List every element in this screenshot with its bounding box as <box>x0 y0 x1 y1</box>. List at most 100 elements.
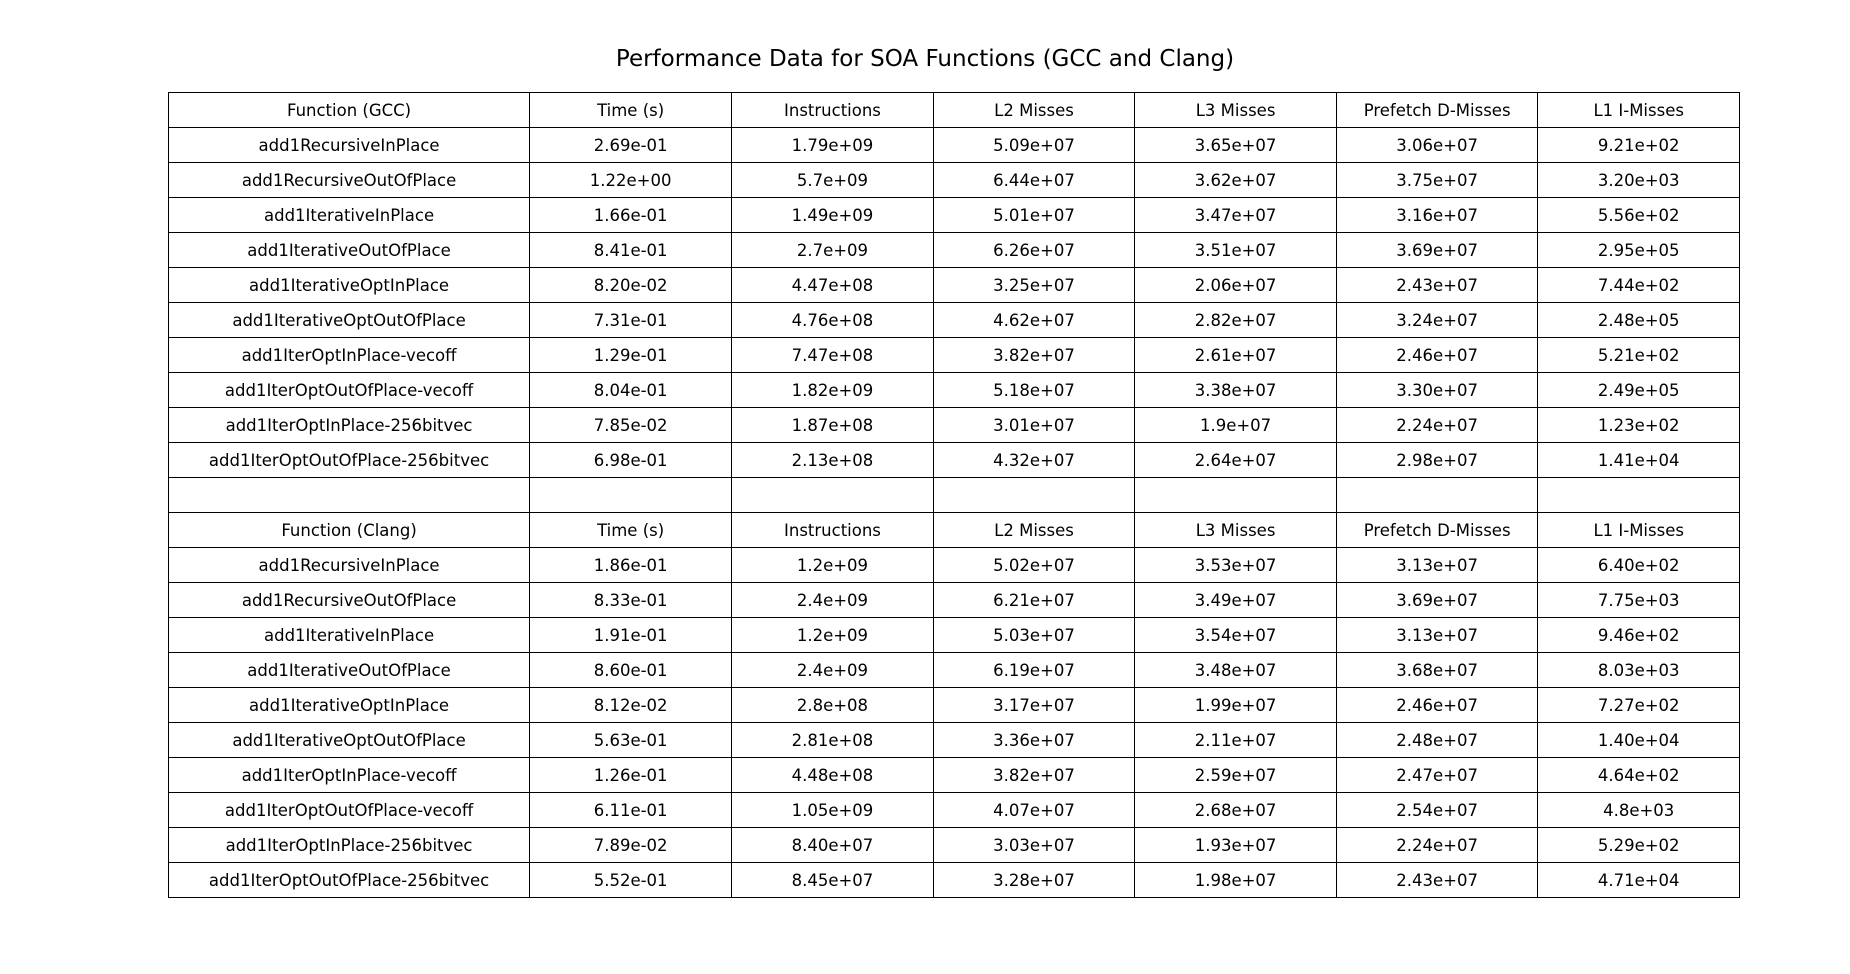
value-cell: 5.63e-01 <box>529 722 733 758</box>
value-cell: 1.98e+07 <box>1134 862 1337 898</box>
function-name-cell: add1IterativeOutOfPlace <box>167 232 531 268</box>
value-cell: 4.64e+02 <box>1537 757 1740 793</box>
value-cell: 3.49e+07 <box>1134 582 1337 618</box>
table-row: add1IterOptInPlace-vecoff 1.26e-01 4.48e+0… <box>167 757 1740 793</box>
value-cell: 1.87e+08 <box>731 407 934 443</box>
value-cell: 3.47e+07 <box>1134 197 1337 233</box>
table-row: add1IterativeOptOutOfPlace 7.31e-01 4.76e+… <box>167 302 1740 338</box>
value-cell: 4.8e+03 <box>1537 792 1740 828</box>
value-cell: 4.07e+07 <box>932 792 1136 828</box>
header-cell: Time (s) <box>529 92 733 128</box>
function-name-cell: add1IterOptInPlace-256bitvec <box>167 407 531 443</box>
value-cell: 6.98e-01 <box>529 442 733 478</box>
value-cell: 2.48e+05 <box>1537 302 1740 338</box>
value-cell: 2.43e+07 <box>1335 862 1539 898</box>
performance-table: Function (GCC) Time (s) Instructions L2 Mis… <box>167 92 1740 898</box>
value-cell: 3.06e+07 <box>1335 127 1539 163</box>
table-row: add1RecursiveInPlace 2.69e-01 1.79e+09 5.09… <box>167 127 1740 163</box>
value-cell: 2.98e+07 <box>1335 442 1539 478</box>
table-row: add1IterOptOutOfPlace-vecoff 8.04e-01 1.82… <box>167 372 1740 408</box>
value-cell: 8.45e+07 <box>731 862 934 898</box>
value-cell: 1.40e+04 <box>1537 722 1740 758</box>
table-row: add1IterativeInPlace 1.91e-01 1.2e+09 5.03e… <box>167 617 1740 653</box>
value-cell: 1.23e+02 <box>1537 407 1740 443</box>
value-cell: 5.52e-01 <box>529 862 733 898</box>
value-cell: 7.75e+03 <box>1537 582 1740 618</box>
value-cell: 3.68e+07 <box>1335 652 1539 688</box>
value-cell: 7.44e+02 <box>1537 267 1740 303</box>
function-name-cell: add1IterativeOptInPlace <box>167 687 531 723</box>
value-cell: 3.53e+07 <box>1134 547 1337 583</box>
table-row: add1IterOptInPlace-vecoff 1.29e-01 7.47e+0… <box>167 337 1740 373</box>
table-row: add1IterativeInPlace 1.66e-01 1.49e+09 5.01… <box>167 197 1740 233</box>
table-row: add1IterOptInPlace-256bitvec 7.89e-02 8.40… <box>167 827 1740 863</box>
value-cell: 4.48e+08 <box>731 757 934 793</box>
value-cell: 2.24e+07 <box>1335 827 1539 863</box>
value-cell: 3.69e+07 <box>1335 582 1539 618</box>
value-cell: 8.20e-02 <box>529 267 733 303</box>
value-cell: 1.22e+00 <box>529 162 733 198</box>
header-cell: L3 Misses <box>1134 512 1337 548</box>
header-cell: L1 I-Misses <box>1537 512 1740 548</box>
value-cell: 1.86e-01 <box>529 547 733 583</box>
function-name-cell: add1RecursiveOutOfPlace <box>167 582 531 618</box>
value-cell: 5.09e+07 <box>932 127 1136 163</box>
table-row: add1RecursiveInPlace 1.86e-01 1.2e+09 5.02e… <box>167 547 1740 583</box>
table-row: add1RecursiveOutOfPlace 1.22e+00 5.7e+09 6.… <box>167 162 1740 198</box>
value-cell: 8.33e-01 <box>529 582 733 618</box>
function-name-cell: add1IterativeOutOfPlace <box>167 652 531 688</box>
value-cell: 7.89e-02 <box>529 827 733 863</box>
value-cell: 3.16e+07 <box>1335 197 1539 233</box>
value-cell: 8.04e-01 <box>529 372 733 408</box>
empty-cell <box>932 477 1136 513</box>
value-cell: 8.03e+03 <box>1537 652 1740 688</box>
function-name-cell: add1RecursiveInPlace <box>167 127 531 163</box>
value-cell: 2.61e+07 <box>1134 337 1337 373</box>
value-cell: 3.03e+07 <box>932 827 1136 863</box>
value-cell: 3.38e+07 <box>1134 372 1337 408</box>
value-cell: 6.21e+07 <box>932 582 1136 618</box>
value-cell: 4.76e+08 <box>731 302 934 338</box>
table-row: add1IterativeOutOfPlace 8.41e-01 2.7e+09 6.… <box>167 232 1740 268</box>
value-cell: 1.99e+07 <box>1134 687 1337 723</box>
value-cell: 3.01e+07 <box>932 407 1136 443</box>
performance-table-body: Function (GCC) Time (s) Instructions L2 Mis… <box>167 92 1740 898</box>
header-cell: L1 I-Misses <box>1537 92 1740 128</box>
value-cell: 1.29e-01 <box>529 337 733 373</box>
empty-cell <box>1537 477 1740 513</box>
value-cell: 7.47e+08 <box>731 337 934 373</box>
value-cell: 6.26e+07 <box>932 232 1136 268</box>
value-cell: 5.21e+02 <box>1537 337 1740 373</box>
value-cell: 6.40e+02 <box>1537 547 1740 583</box>
value-cell: 1.05e+09 <box>731 792 934 828</box>
value-cell: 8.12e-02 <box>529 687 733 723</box>
function-name-cell: add1RecursiveOutOfPlace <box>167 162 531 198</box>
chart-title: Performance Data for SOA Functions (GCC … <box>615 46 1235 72</box>
value-cell: 1.9e+07 <box>1134 407 1337 443</box>
value-cell: 2.43e+07 <box>1335 267 1539 303</box>
function-name-cell: add1IterOptOutOfPlace-256bitvec <box>167 862 531 898</box>
value-cell: 9.46e+02 <box>1537 617 1740 653</box>
header-cell: Time (s) <box>529 512 733 548</box>
table-row: add1IterOptOutOfPlace-vecoff 6.11e-01 1.05… <box>167 792 1740 828</box>
value-cell: 4.62e+07 <box>932 302 1136 338</box>
empty-cell <box>731 477 934 513</box>
value-cell: 6.19e+07 <box>932 652 1136 688</box>
value-cell: 4.47e+08 <box>731 267 934 303</box>
header-cell: Prefetch D-Misses <box>1335 92 1539 128</box>
table-row: add1IterativeOptOutOfPlace 5.63e-01 2.81e+… <box>167 722 1740 758</box>
function-name-cell: add1RecursiveInPlace <box>167 547 531 583</box>
value-cell: 3.75e+07 <box>1335 162 1539 198</box>
value-cell: 1.66e-01 <box>529 197 733 233</box>
value-cell: 3.25e+07 <box>932 267 1136 303</box>
empty-cell <box>1134 477 1337 513</box>
value-cell: 3.36e+07 <box>932 722 1136 758</box>
value-cell: 8.40e+07 <box>731 827 934 863</box>
value-cell: 2.64e+07 <box>1134 442 1337 478</box>
value-cell: 2.69e-01 <box>529 127 733 163</box>
value-cell: 2.47e+07 <box>1335 757 1539 793</box>
value-cell: 3.51e+07 <box>1134 232 1337 268</box>
value-cell: 5.29e+02 <box>1537 827 1740 863</box>
function-name-cell: add1IterativeOptOutOfPlace <box>167 722 531 758</box>
value-cell: 3.54e+07 <box>1134 617 1337 653</box>
